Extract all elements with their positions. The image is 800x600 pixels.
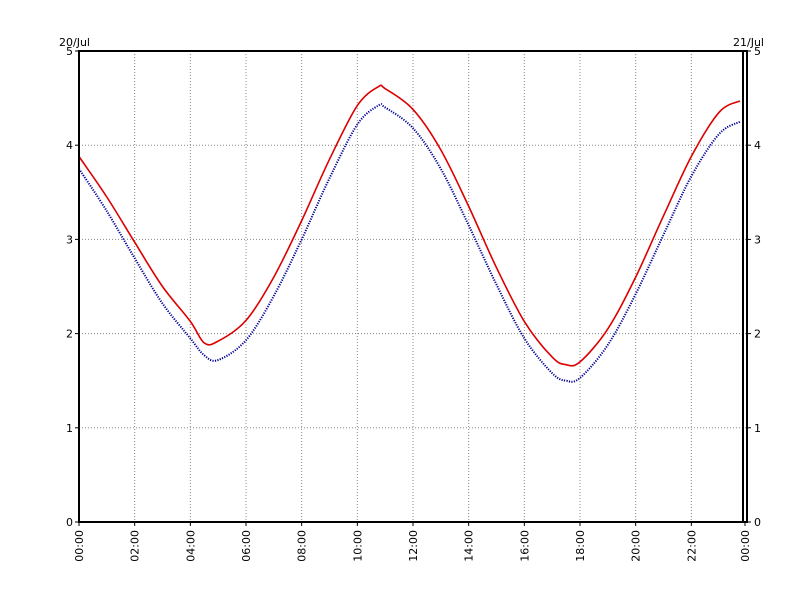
x-tick-label: 22:00: [685, 530, 698, 562]
x-tick-label: 16:00: [518, 530, 531, 562]
x-tick-label: 14:00: [463, 530, 476, 562]
x-tick-label: 18:00: [574, 530, 587, 562]
x-tick-label: 20:00: [630, 530, 643, 562]
y-tick-label-right: 3: [754, 233, 761, 246]
x-tick-label: 12:00: [407, 530, 420, 562]
y-tick-label-left: 2: [66, 328, 73, 341]
x-tick-label: 06:00: [240, 530, 253, 562]
y-tick-labels-right: 0 1 2 3 4 5: [747, 45, 761, 529]
end-date-label: 21/Jul: [733, 36, 764, 49]
series-line-2: [78, 102, 741, 383]
y-tick-label-right: 5: [754, 45, 761, 58]
series-line-1: [78, 84, 741, 367]
y-tick-label-left: 0: [66, 516, 73, 529]
y-tick-labels-left: 0 1 2 3 4 5: [66, 45, 79, 529]
y-tick-label-left: 3: [66, 233, 73, 246]
y-tick-label-right: 2: [754, 328, 761, 341]
x-tick-label: 02:00: [129, 530, 142, 562]
series-group: [78, 84, 741, 383]
y-tick-label-left: 5: [66, 45, 73, 58]
start-date-label: 20/Jul: [59, 36, 90, 49]
x-tick-label: 00:00: [73, 530, 86, 562]
y-tick-label-left: 1: [66, 422, 73, 435]
x-tick-labels: 00:00 02:00 04:00 06:00 08:00 10:00 12:00 14:00…: [73, 522, 752, 562]
plot-background: [79, 51, 747, 522]
y-tick-label-right: 4: [754, 139, 761, 152]
x-tick-label: 00:00: [739, 530, 752, 562]
x-tick-label: 10:00: [351, 530, 364, 562]
gridlines: [79, 51, 747, 522]
y-tick-label-right: 1: [754, 422, 761, 435]
y-tick-label-right: 0: [754, 516, 761, 529]
y-tick-label-left: 4: [66, 139, 73, 152]
x-tick-label: 04:00: [184, 530, 197, 562]
x-tick-label: 08:00: [296, 530, 309, 562]
